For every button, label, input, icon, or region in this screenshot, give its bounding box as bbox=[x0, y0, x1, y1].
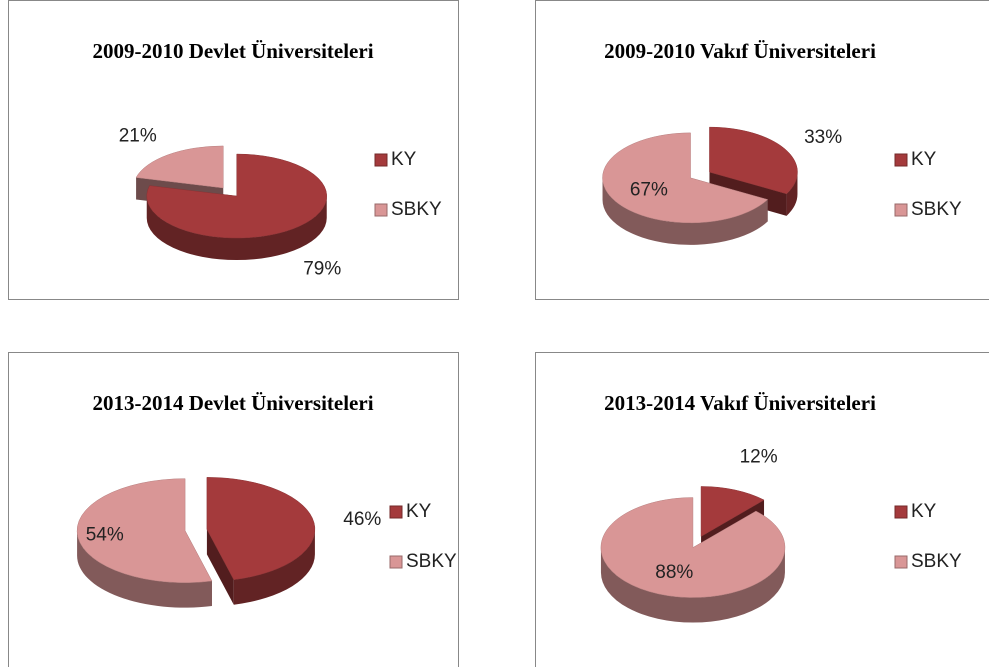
chart-title: 2009-2010 Devlet Üniversiteleri bbox=[92, 39, 373, 63]
legend-swatch bbox=[389, 555, 403, 569]
legend-label: KY bbox=[911, 149, 937, 170]
slice bbox=[700, 486, 765, 537]
legend-label: KY bbox=[391, 149, 417, 170]
slice bbox=[709, 126, 798, 195]
chart-title: 2013-2014 Vakıf Üniversiteleri bbox=[604, 391, 876, 415]
legend-label: SBKY bbox=[391, 199, 442, 220]
slice bbox=[146, 153, 327, 239]
data-label: 79% bbox=[303, 259, 341, 280]
legend-swatch bbox=[389, 505, 403, 519]
slice bbox=[600, 497, 786, 598]
data-label: 67% bbox=[630, 179, 668, 200]
legend-label: KY bbox=[406, 501, 432, 522]
pie-panel: 2009-2010 Devlet Üniversiteleri 79% 21% KY S… bbox=[8, 0, 459, 300]
slice bbox=[135, 145, 224, 189]
data-label: 46% bbox=[343, 509, 381, 530]
slice bbox=[76, 478, 213, 583]
legend-label: SBKY bbox=[911, 199, 962, 220]
pie-panel: 2013-2014 Devlet Üniversiteleri 46% 54% KY S… bbox=[8, 352, 459, 667]
data-label: 33% bbox=[804, 127, 842, 148]
legend-swatch bbox=[894, 505, 908, 519]
pie-panel: 2013-2014 Vakıf Üniversiteleri 12% 88% KY SB… bbox=[535, 352, 989, 667]
legend-swatch bbox=[374, 203, 388, 217]
legend-label: SBKY bbox=[911, 551, 962, 572]
legend-label: KY bbox=[911, 501, 937, 522]
slice-wall bbox=[602, 177, 768, 245]
legend-swatch bbox=[374, 153, 388, 167]
slice bbox=[602, 132, 769, 224]
pie-panel: 2009-2010 Vakıf Üniversiteleri 33% 67% KY SB… bbox=[535, 0, 989, 300]
slice-side bbox=[206, 529, 234, 605]
legend-label: SBKY bbox=[406, 551, 457, 572]
slice-wall bbox=[233, 529, 315, 605]
data-label: 12% bbox=[740, 446, 778, 467]
legend-swatch bbox=[894, 153, 908, 167]
data-label: 21% bbox=[119, 126, 157, 147]
slice-wall bbox=[146, 196, 327, 261]
slice-wall bbox=[786, 172, 798, 216]
legend-swatch bbox=[894, 555, 908, 569]
data-label: 54% bbox=[86, 525, 124, 546]
slice bbox=[206, 477, 316, 580]
legend-swatch bbox=[894, 203, 908, 217]
chart-title: 2009-2010 Vakıf Üniversiteleri bbox=[604, 39, 876, 63]
slice-wall bbox=[77, 530, 212, 608]
data-label: 88% bbox=[655, 562, 693, 583]
slice-wall bbox=[600, 547, 785, 623]
chart-title: 2013-2014 Devlet Üniversiteleri bbox=[92, 391, 373, 415]
